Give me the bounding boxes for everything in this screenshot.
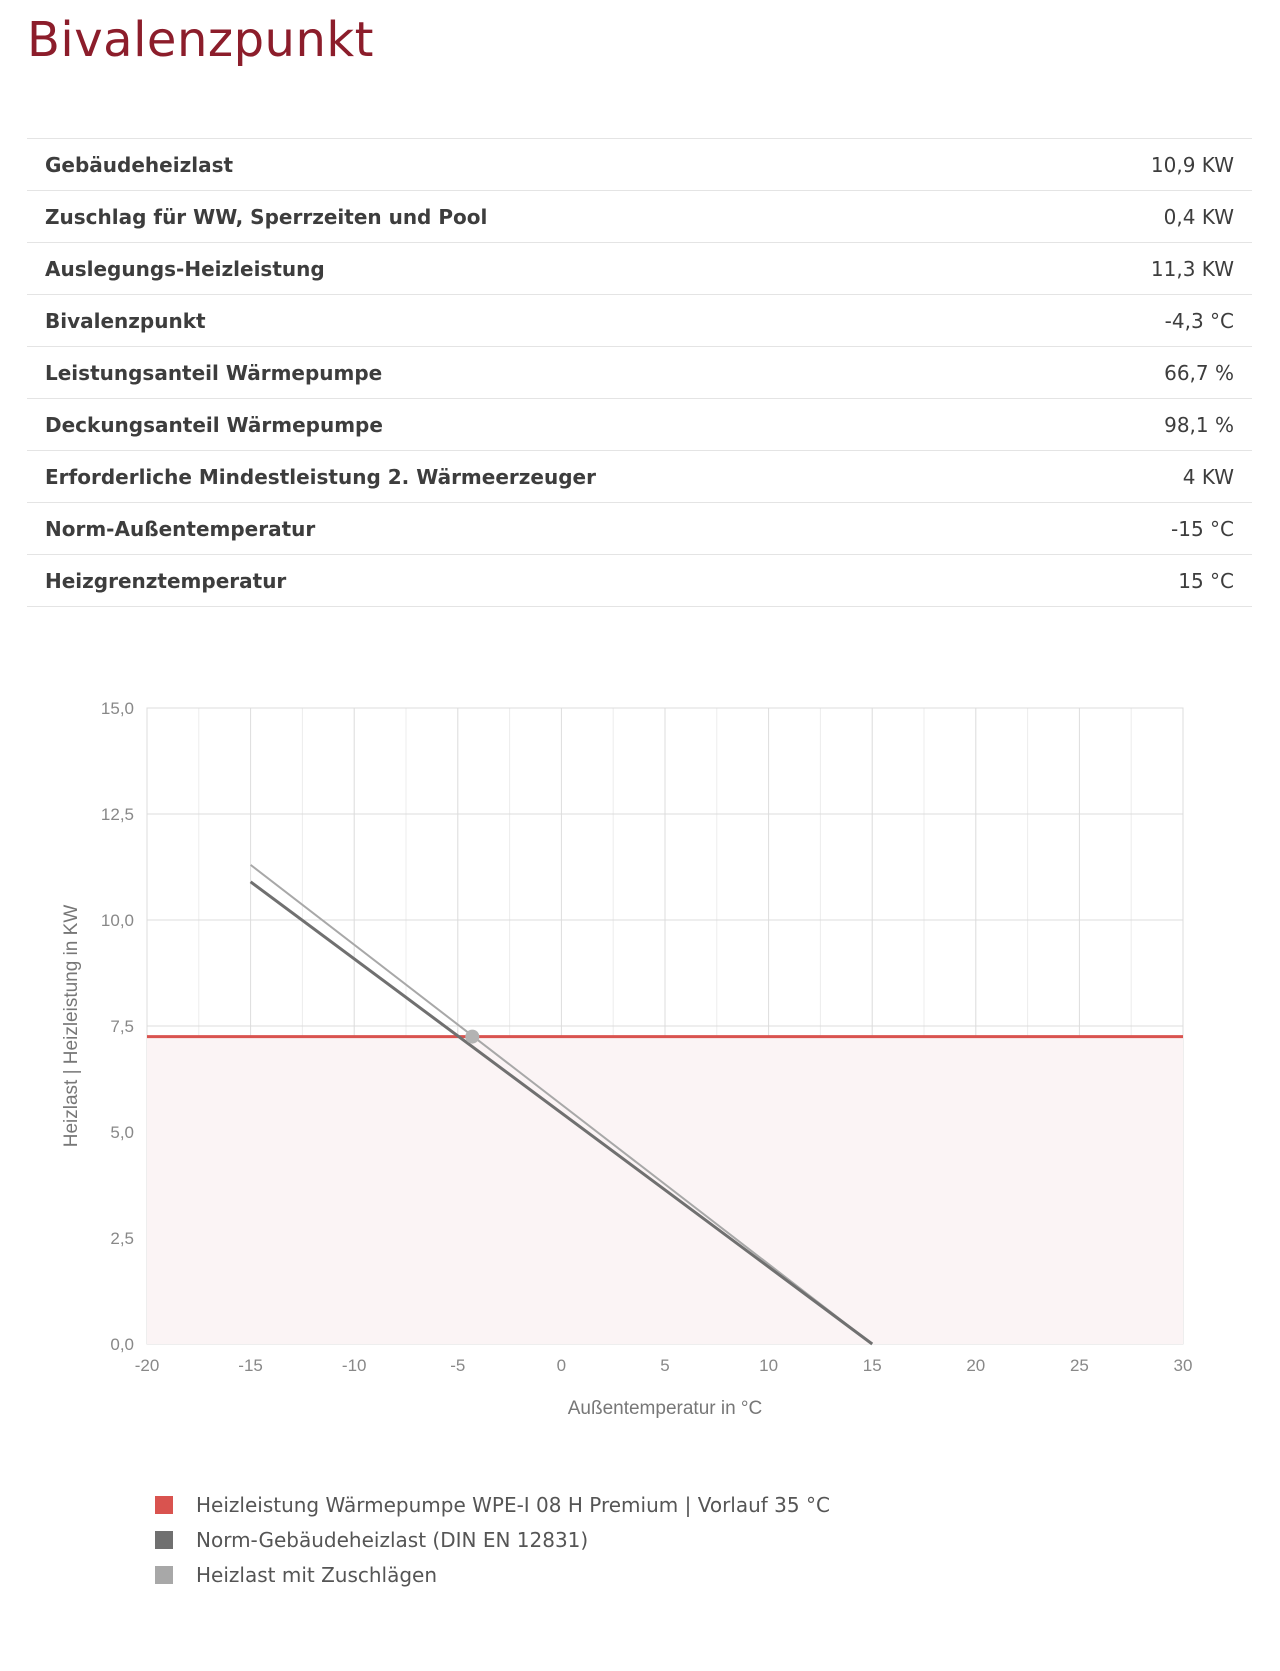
row-value: -15 °C — [1045, 502, 1252, 555]
row-value: 98,1 % — [1045, 398, 1252, 451]
table-row: Deckungsanteil Wärmepumpe 98,1 % — [27, 398, 1252, 451]
legend-item-heat-pump-output[interactable]: Heizleistung Wärmepumpe WPE-I 08 H Premi… — [155, 1487, 830, 1522]
row-label: Zuschlag für WW, Sperrzeiten und Pool — [27, 190, 1046, 243]
table-row: Norm-Außentemperatur -15 °C — [27, 502, 1252, 555]
legend-swatch-heat-pump-output — [155, 1495, 173, 1514]
legend-item-load-with-surcharges[interactable]: Heizlast mit Zuschlägen — [155, 1557, 830, 1592]
row-value: 10,9 KW — [1045, 138, 1252, 191]
table-row: Zuschlag für WW, Sperrzeiten und Pool 0,4… — [27, 190, 1252, 243]
x-tick-label: 5 — [660, 1356, 669, 1375]
legend-swatch-norm-building-load — [155, 1530, 173, 1549]
legend-item-norm-building-load[interactable]: Norm-Gebäudeheizlast (DIN EN 12831) — [155, 1522, 830, 1557]
row-value: 11,3 KW — [1045, 242, 1252, 295]
table-row: Auslegungs-Heizleistung 11,3 KW — [27, 242, 1252, 295]
row-label: Erforderliche Mindestleistung 2. Wärmeer… — [27, 450, 1046, 503]
row-label: Norm-Außentemperatur — [27, 502, 1046, 555]
chart-legend: Heizleistung Wärmepumpe WPE-I 08 H Premi… — [155, 1487, 830, 1592]
y-tick-label: 2,5 — [110, 1229, 134, 1248]
row-value: 15 °C — [1045, 554, 1252, 607]
row-value: -4,3 °C — [1045, 294, 1252, 347]
row-value: 0,4 KW — [1045, 190, 1252, 243]
table-row: Erforderliche Mindestleistung 2. Wärmeer… — [27, 450, 1252, 503]
norm-building-load-line — [249, 880, 874, 1346]
bivalence-chart: -20 -15 -10 -5 0 5 10 15 20 25 30 0,0 2,5 5,0 7,5 10,0 1… — [61, 699, 1193, 1419]
y-axis-label: Heizlast | Heizleistung in KW — [61, 905, 82, 1148]
page-title: Bivalenzpunkt — [27, 12, 374, 68]
x-tick-label: 0 — [557, 1356, 566, 1375]
y-tick-label: 0,0 — [110, 1335, 134, 1354]
x-tick-label: 15 — [863, 1356, 882, 1375]
table-row: Leistungsanteil Wärmepumpe 66,7 % — [27, 346, 1252, 399]
x-tick-label: 20 — [966, 1356, 985, 1375]
axis-ticks: -20 -15 -10 -5 0 5 10 15 20 25 30 0,0 2,5 5,0 7,5 10,0 1… — [101, 699, 1193, 1375]
x-tick-label: 10 — [759, 1356, 778, 1375]
chart-series — [147, 864, 1183, 1346]
x-tick-label: -5 — [450, 1356, 465, 1375]
y-tick-label: 10,0 — [101, 911, 134, 930]
legend-label-heat-pump-output: Heizleistung Wärmepumpe WPE-I 08 H Premi… — [196, 1492, 830, 1517]
row-value: 66,7 % — [1045, 346, 1252, 399]
results-table-body: Gebäudeheizlast 10,9 KW Zuschlag für WW, S… — [27, 138, 1252, 607]
x-tick-label: -20 — [135, 1356, 160, 1375]
x-tick-label: -10 — [342, 1356, 367, 1375]
load-with-surcharges-line — [249, 864, 873, 1345]
legend-swatch-load-with-surcharges — [155, 1565, 173, 1584]
row-label: Auslegungs-Heizleistung — [27, 242, 1046, 295]
table-row: Heizgrenztemperatur 15 °C — [27, 554, 1252, 607]
row-label: Bivalenzpunkt — [27, 294, 1046, 347]
y-tick-label: 12,5 — [101, 805, 134, 824]
row-label: Gebäudeheizlast — [27, 138, 1046, 191]
legend-label-load-with-surcharges: Heizlast mit Zuschlägen — [196, 1562, 438, 1587]
y-tick-label: 15,0 — [101, 699, 134, 718]
row-label: Leistungsanteil Wärmepumpe — [27, 346, 1046, 399]
y-tick-label: 7,5 — [110, 1017, 134, 1036]
y-tick-label: 5,0 — [110, 1123, 134, 1142]
table-row: Gebäudeheizlast 10,9 KW — [27, 138, 1252, 191]
x-axis-label: Außentemperatur in °C — [568, 1398, 763, 1419]
legend-label-norm-building-load: Norm-Gebäudeheizlast (DIN EN 12831) — [196, 1527, 589, 1552]
results-table: Gebäudeheizlast 10,9 KW Zuschlag für WW, S… — [27, 138, 1252, 607]
row-label: Deckungsanteil Wärmepumpe — [27, 398, 1046, 451]
row-value: 4 KW — [1045, 450, 1252, 503]
x-tick-label: 30 — [1174, 1356, 1193, 1375]
bivalence-point-marker — [465, 1029, 480, 1044]
row-label: Heizgrenztemperatur — [27, 554, 1046, 607]
x-tick-label: 25 — [1070, 1356, 1089, 1375]
x-tick-label: -15 — [238, 1356, 263, 1375]
table-row: Bivalenzpunkt -4,3 °C — [27, 294, 1252, 347]
